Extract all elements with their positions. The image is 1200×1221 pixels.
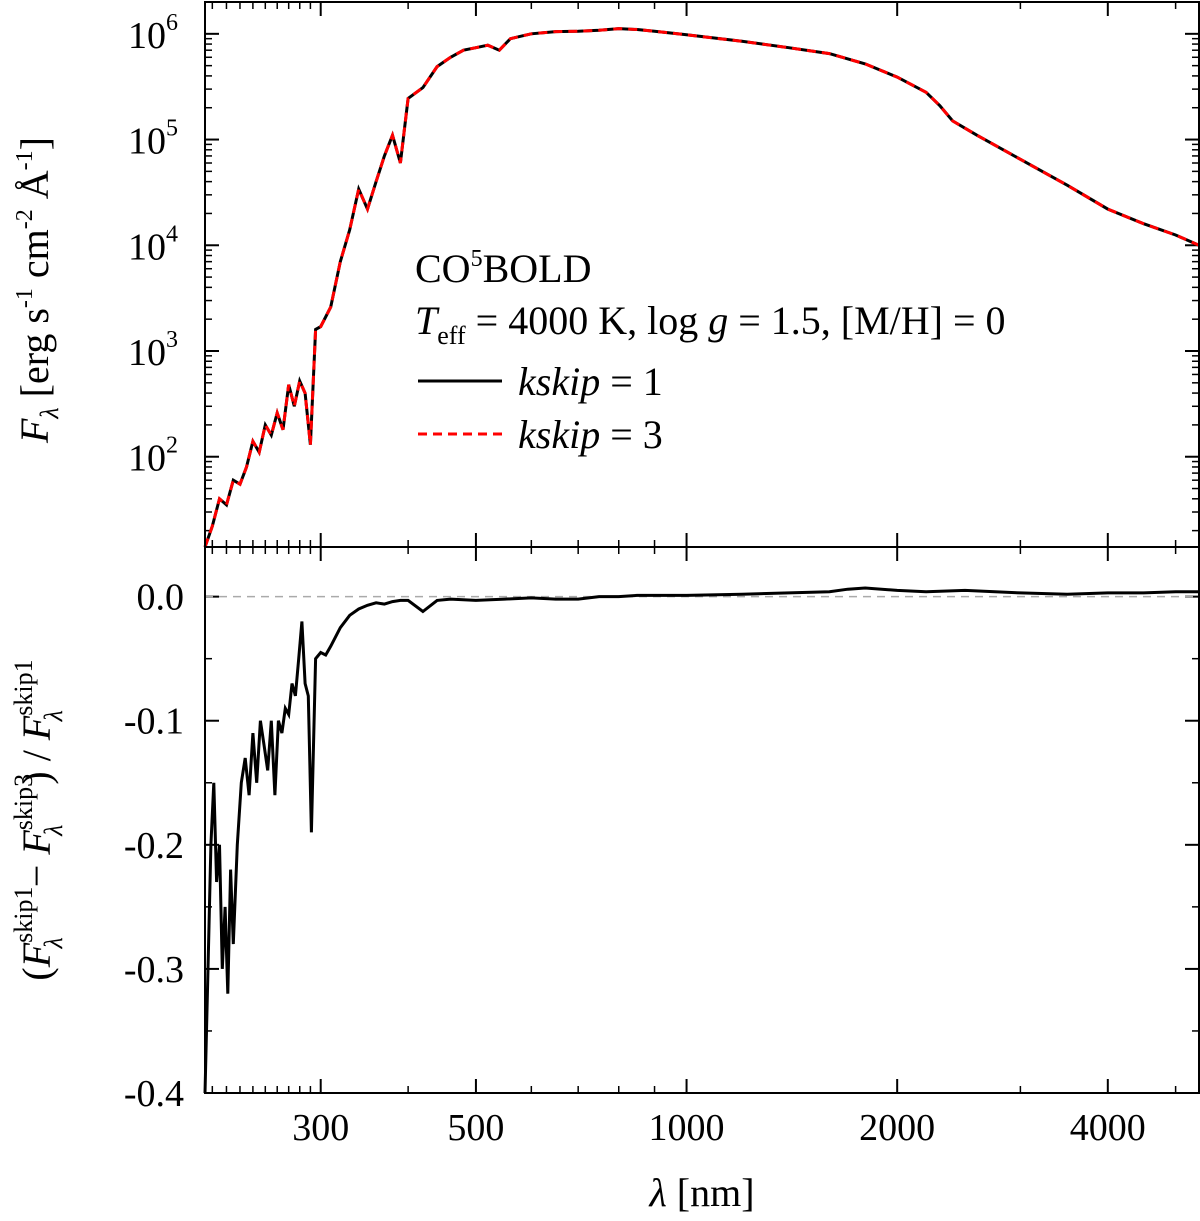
residual-axis-title: (Fskip1λ − Fskip3λ) / Fskip1λ xyxy=(9,659,68,980)
y-tick-label: 102 xyxy=(128,433,178,480)
flux-panel-ticks: 102 103 104 105 106 xyxy=(128,1,1199,532)
flux-axis-title: Fλ [erg s-1 cm-2 Å-1] xyxy=(12,137,64,444)
x-tick-label: 1000 xyxy=(649,1107,725,1149)
x-tick-label: 300 xyxy=(292,1107,349,1149)
x-tick-label: 500 xyxy=(447,1107,504,1149)
x-tick-label: 2000 xyxy=(859,1107,935,1149)
y-tick-label: -0.1 xyxy=(124,701,184,743)
y-tick-label: -0.4 xyxy=(124,1073,184,1115)
legend-label-kskip3: kskip = 3 xyxy=(518,412,663,457)
x-tick-label: 4000 xyxy=(1070,1107,1146,1149)
y-tick-label: -0.3 xyxy=(124,949,184,991)
x-axis-title: λ [nm] xyxy=(648,1170,754,1215)
residual-line xyxy=(203,586,1199,1094)
y-tick-label: 104 xyxy=(128,221,178,268)
residual-panel-ticks: 0.0 -0.1 -0.2 -0.3 -0.4 300 500 1000 2000 4000 xyxy=(124,2,1199,1149)
y-tick-label: -0.2 xyxy=(124,825,184,867)
y-tick-label: 105 xyxy=(128,116,178,163)
y-tick-label: 106 xyxy=(128,10,178,57)
series-kskip3-line xyxy=(203,27,1200,548)
flux-panel-frame xyxy=(204,1,1200,548)
residual-panel-frame xyxy=(204,546,1200,1094)
legend-label-kskip1: kskip = 1 xyxy=(518,359,663,404)
y-tick-label: 103 xyxy=(128,327,178,374)
y-tick-label: 0.0 xyxy=(137,577,185,619)
model-name-label: CO5BOLD xyxy=(415,246,591,291)
series-kskip1-line xyxy=(203,27,1200,548)
model-params-label: Teff = 4000 K, log g = 1.5, [M/H] = 0 xyxy=(415,298,1006,350)
